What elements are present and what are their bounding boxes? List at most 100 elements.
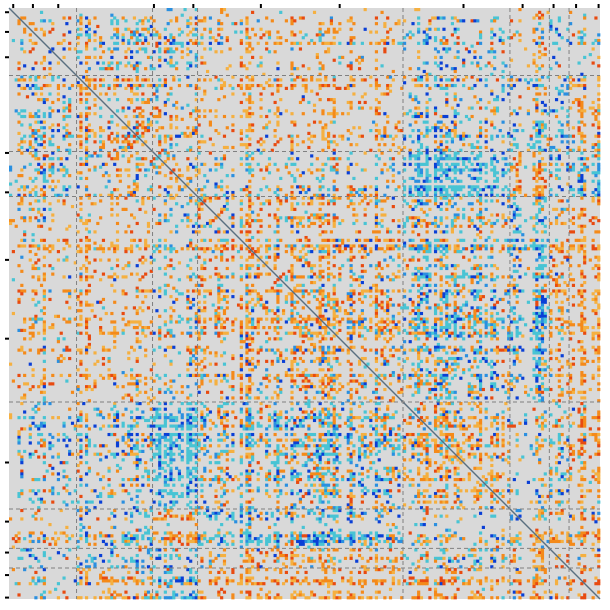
heatmap-cell (490, 47, 494, 51)
heatmap-cell (132, 16, 136, 20)
heatmap-cell (180, 44, 184, 48)
heatmap-cell (532, 98, 536, 102)
heatmap-cell (93, 362, 97, 366)
heatmap-cell (419, 185, 424, 189)
heatmap-cell (110, 241, 114, 245)
heatmap-cell (79, 292, 83, 296)
heatmap-cell (473, 157, 477, 161)
heatmap-cell (138, 545, 142, 549)
heatmap-cell (422, 162, 426, 166)
heatmap-cell (68, 47, 72, 51)
heatmap-cell (535, 106, 539, 110)
heatmap-cell (580, 162, 584, 166)
heatmap-cell (158, 337, 162, 341)
heatmap-cell (417, 30, 421, 34)
heatmap-cell (591, 196, 595, 200)
heatmap-cell (265, 199, 269, 203)
heatmap-cell (163, 435, 167, 439)
heatmap-cell (419, 162, 424, 166)
heatmap-cell (383, 193, 387, 197)
heatmap-cell (456, 103, 460, 107)
heatmap-cell (121, 16, 125, 20)
heatmap-cell (132, 461, 136, 465)
heatmap-cell (419, 171, 424, 175)
heatmap-cell (172, 503, 176, 507)
heatmap-cell (158, 511, 162, 515)
heatmap-cell (158, 134, 162, 138)
heatmap-cell (135, 359, 139, 363)
heatmap-cell (113, 525, 117, 529)
heatmap-cell (87, 81, 91, 85)
heatmap-cell (175, 500, 179, 504)
heatmap-cell (180, 402, 184, 406)
heatmap-cell (189, 356, 193, 361)
heatmap-cell (87, 275, 91, 279)
heatmap-cell (107, 469, 111, 473)
heatmap-cell (180, 174, 184, 178)
heatmap-cell (585, 168, 590, 172)
heatmap-cell (290, 162, 294, 166)
heatmap-cell (180, 117, 184, 121)
heatmap-cell (419, 131, 424, 135)
heatmap-cell (217, 162, 221, 166)
heatmap-cell (93, 83, 97, 88)
heatmap-cell (169, 86, 173, 90)
heatmap-cell (400, 148, 404, 152)
heatmap-cell (377, 106, 381, 110)
heatmap-cell (453, 126, 457, 130)
heatmap-cell (149, 438, 153, 442)
heatmap-cell (115, 553, 120, 558)
heatmap-cell (34, 190, 38, 195)
heatmap-cell (538, 10, 542, 14)
heatmap-cell (48, 382, 52, 386)
heatmap-cell (186, 182, 190, 186)
heatmap-cell (158, 539, 162, 544)
heatmap-cell (31, 207, 35, 211)
heatmap-cell (84, 134, 89, 138)
heatmap-cell (200, 266, 204, 271)
heatmap-cell (31, 266, 35, 271)
heatmap-cell (445, 148, 449, 152)
heatmap-cell (84, 449, 89, 453)
heatmap-cell (135, 421, 139, 425)
heatmap-cell (597, 148, 601, 152)
heatmap-cell (194, 27, 198, 31)
heatmap-cell (403, 188, 407, 192)
heatmap-cell (180, 432, 184, 437)
heatmap-cell (141, 47, 145, 51)
heatmap-cell (248, 61, 252, 65)
heatmap-cell (37, 497, 41, 501)
heatmap-cell (56, 238, 60, 242)
heatmap-cell (532, 162, 536, 166)
heatmap-cell (597, 182, 601, 186)
heatmap-cell (17, 385, 21, 389)
heatmap-cell (84, 159, 89, 164)
heatmap-cell (135, 373, 139, 378)
heatmap-cell (507, 83, 511, 88)
heatmap-cell (34, 129, 38, 133)
heatmap-cell (51, 466, 55, 470)
heatmap-cell (369, 193, 373, 197)
heatmap-cell (135, 508, 139, 513)
heatmap-cell (191, 466, 196, 470)
heatmap-cell (175, 202, 179, 206)
heatmap-cell (31, 134, 35, 138)
heatmap-cell (509, 134, 514, 138)
heatmap-cell (166, 508, 170, 513)
heatmap-cell (135, 30, 139, 34)
heatmap-cell (225, 202, 229, 206)
heatmap-cell (265, 41, 269, 45)
heatmap-cell (442, 114, 446, 119)
heatmap-cell (135, 593, 139, 597)
heatmap-cell (433, 174, 438, 178)
heatmap-cell (42, 154, 46, 158)
heatmap-cell (107, 247, 111, 251)
heatmap-cell (84, 275, 89, 279)
heatmap-cell (208, 78, 212, 82)
heatmap-cell (65, 300, 69, 304)
heatmap-cell (113, 416, 117, 420)
heatmap-cell (538, 22, 542, 26)
heatmap-cell (138, 320, 142, 324)
heatmap-cell (462, 58, 466, 62)
heatmap-cell (194, 275, 198, 279)
